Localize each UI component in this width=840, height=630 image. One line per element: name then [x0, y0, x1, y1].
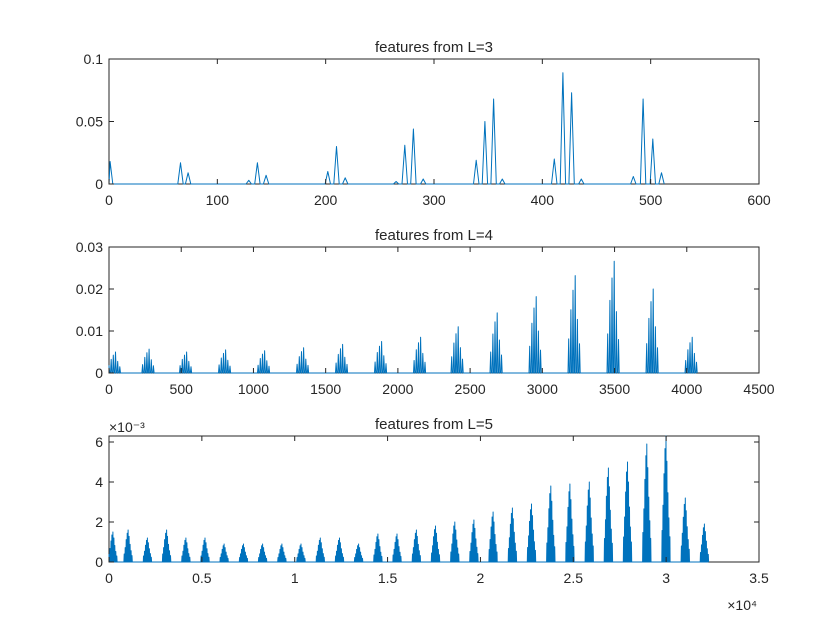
- x-tick-label: 1.5: [378, 570, 398, 586]
- x-tick-label: 500: [170, 381, 194, 397]
- x-tick-label: 3: [662, 570, 670, 586]
- x-tick-label: 400: [531, 192, 555, 208]
- x-tick-label: 3500: [599, 381, 630, 397]
- x-tick-label: 300: [422, 192, 446, 208]
- x-tick-label: 600: [747, 192, 771, 208]
- x-tick-label: 0: [105, 192, 113, 208]
- x-tick-label: 4000: [671, 381, 702, 397]
- x-tick-label: 1: [291, 570, 299, 586]
- subplot-3: 0 0.5 1 1.5 2 2.5 3 3.5 0 2 4 6 features from L=5 ×10…: [95, 416, 769, 613]
- y-tick-label: 2: [95, 514, 103, 530]
- chart-title-3: features from L=5: [375, 416, 493, 433]
- x-tick-label: 3000: [527, 381, 558, 397]
- y-tick-label: 6: [95, 434, 103, 450]
- y-tick-label: 0.03: [76, 239, 103, 255]
- x-tick-label: 3.5: [749, 570, 769, 586]
- y-tick-label: 0.05: [76, 114, 103, 130]
- y-tick-label: 0: [95, 365, 103, 381]
- x-tick-label: 200: [314, 192, 338, 208]
- x-tick-label: 500: [639, 192, 663, 208]
- x-tick-label: 1500: [310, 381, 341, 397]
- x-axis-exponent: ×10⁴: [727, 597, 757, 613]
- plot-area-1: [108, 58, 760, 185]
- x-tick-label: 2500: [455, 381, 486, 397]
- y-tick-label: 0.01: [76, 323, 103, 339]
- x-tick-label: 1000: [238, 381, 269, 397]
- chart-title-1: features from L=3: [375, 39, 493, 56]
- x-tick-label: 2: [477, 570, 485, 586]
- x-tick-label: 2.5: [564, 570, 584, 586]
- y-tick-label: 0.1: [84, 51, 104, 67]
- series-line-3: [108, 435, 710, 563]
- subplot-2: 0 500 1000 1500 2000 2500 3000 3500 4000 4500 0 0.0…: [76, 227, 775, 397]
- x-tick-label: 100: [206, 192, 230, 208]
- series-line-1: [108, 72, 665, 185]
- x-tick-label: 4500: [743, 381, 774, 397]
- y-axis-exponent: ×10⁻³: [109, 419, 145, 435]
- y-tick-label: 0: [95, 554, 103, 570]
- x-tick-label: 0.5: [192, 570, 212, 586]
- y-tick-label: 4: [95, 474, 103, 490]
- y-tick-label: 0: [95, 176, 103, 192]
- subplot-1: 0 100 200 300 400 500 600 0 0.05 0.1 features from…: [76, 39, 771, 208]
- series-line-2: [108, 260, 698, 374]
- x-tick-label: 0: [105, 381, 113, 397]
- plot-area-2: [108, 246, 760, 374]
- y-tick-label: 0.02: [76, 281, 103, 297]
- x-tick-label: 0: [105, 570, 113, 586]
- x-tick-label: 2000: [382, 381, 413, 397]
- chart-title-2: features from L=4: [375, 227, 493, 244]
